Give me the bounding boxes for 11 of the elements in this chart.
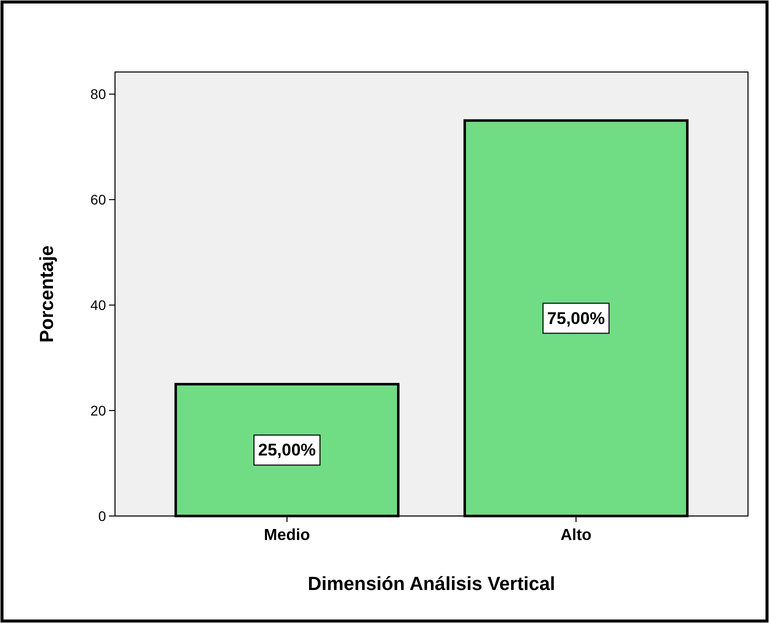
- data-label: 75,00%: [547, 308, 605, 328]
- x-tick-label: Alto: [560, 527, 592, 544]
- data-label: 25,00%: [258, 440, 316, 460]
- x-axis-title: Dimensión Análisis Vertical: [308, 574, 556, 595]
- y-tick-label: 20: [90, 402, 106, 419]
- y-axis-title: Porcentaje: [37, 245, 58, 343]
- y-tick-label: 40: [90, 297, 106, 314]
- y-tick-label: 0: [98, 508, 106, 524]
- y-tick-label: 80: [90, 86, 106, 102]
- y-tick-label: 60: [90, 192, 106, 208]
- x-tick-label: Medio: [264, 527, 310, 544]
